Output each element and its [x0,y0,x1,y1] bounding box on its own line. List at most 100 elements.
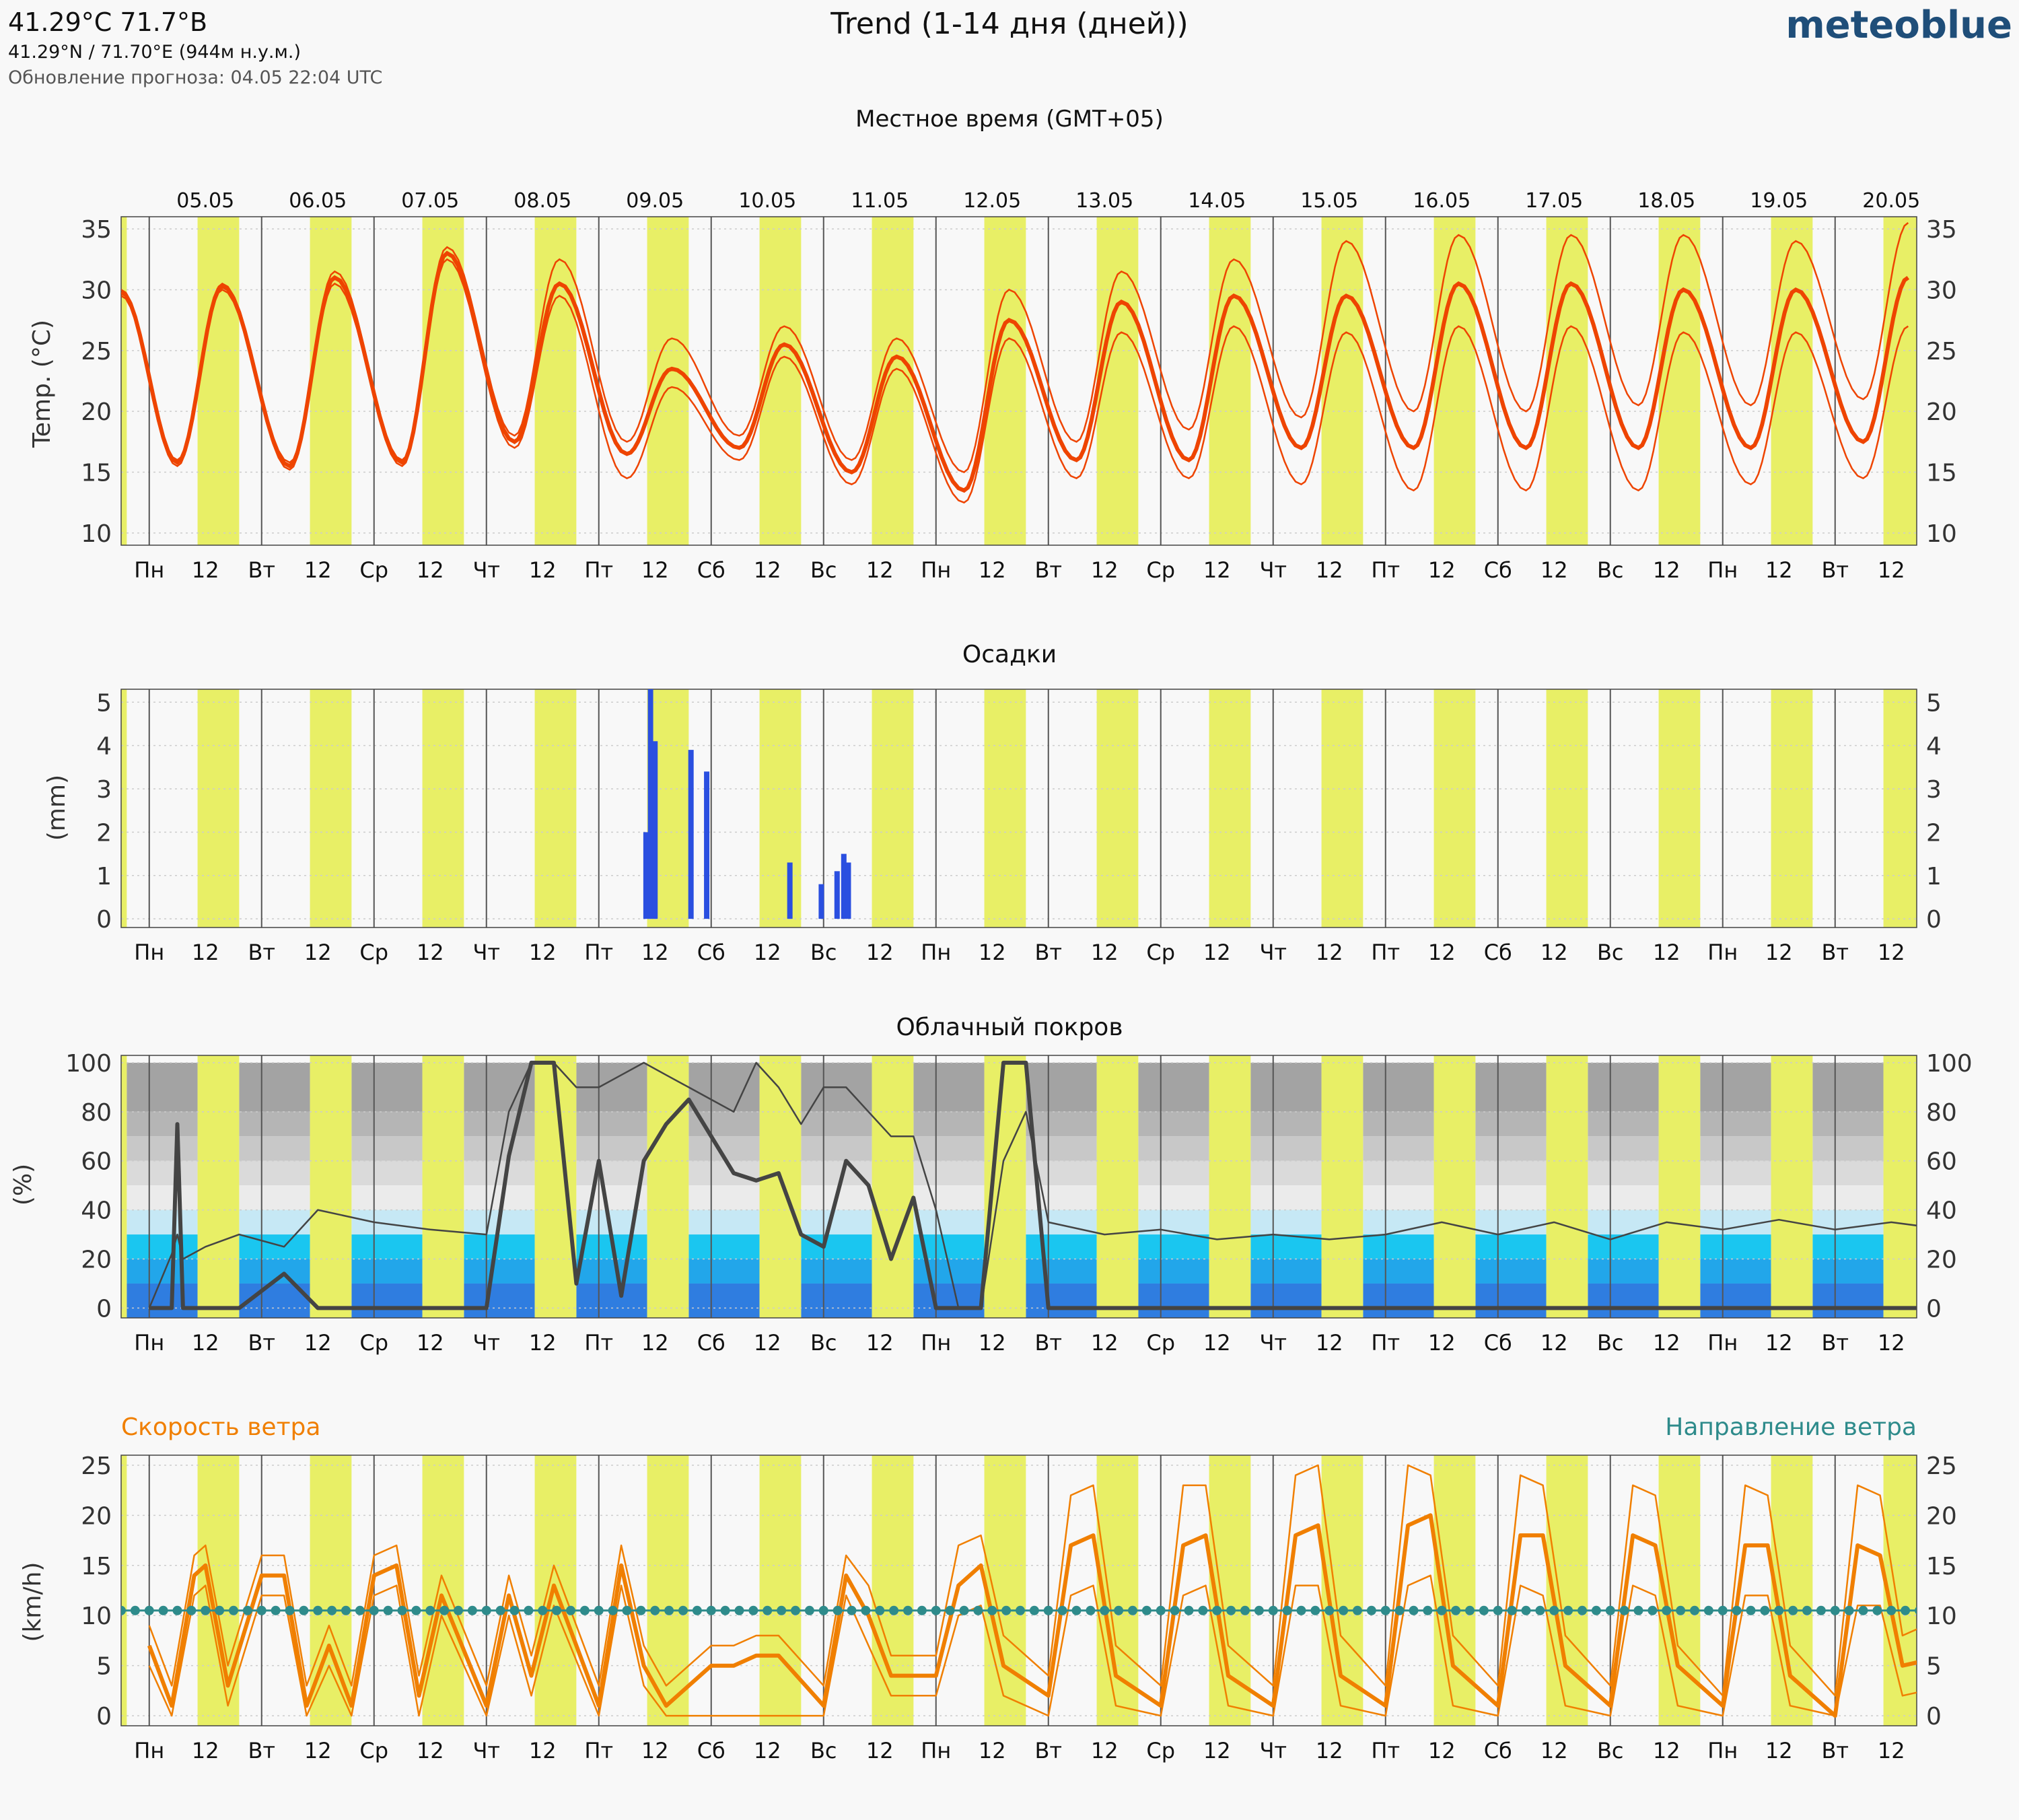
weekday-tick-label: Вс [1597,557,1624,583]
prec-series [643,689,851,919]
cloud-band-blue [1812,1259,1884,1284]
cloud-band-blue [1588,1283,1659,1318]
wind-direction-marker [1591,1605,1601,1615]
precip-bar [841,853,847,919]
noon-tick-label: 12 [417,940,444,965]
cloud-band-gray [688,1062,760,1112]
wind-direction-marker [763,1605,773,1615]
daylight-band [1883,217,1917,545]
wind-direction-marker [467,1605,477,1615]
noon-tick-label: 12 [1765,940,1793,965]
wind-direction-marker [1788,1605,1798,1615]
cloud-band-blue [1475,1259,1547,1284]
cloud-title: Облачный покров [896,1014,1123,1041]
wind-direction-marker [720,1605,730,1615]
cloud-band-blue [1026,1283,1097,1318]
wind-direction-marker [636,1605,646,1615]
cloud-band-gray [351,1136,423,1161]
wind-direction-marker [1676,1605,1686,1615]
weekday-tick-label: Вт [248,940,275,965]
cloud-band-blue [688,1210,760,1235]
weekday-tick-label: Пт [1371,557,1400,583]
cloud-band-blue [1812,1234,1884,1259]
wind-direction-marker [791,1605,800,1615]
weekday-tick-label: Вт [1034,557,1062,583]
wind-direction-marker [1901,1605,1911,1615]
y-tick-label-right: 2 [1926,819,1942,847]
wind-direction-marker [1114,1605,1124,1615]
cloud-band-blue [1363,1210,1434,1235]
noon-tick-label: 12 [529,940,557,965]
wind-direction-marker [875,1605,885,1615]
cloud-band-gray [1700,1111,1771,1137]
cloud-band-gray [127,1111,198,1137]
cloud-band-blue [801,1283,872,1318]
noon-tick-label: 12 [417,1738,444,1763]
date-label: 18.05 [1637,189,1695,213]
cloud-band-gray [1812,1136,1884,1161]
daylight-band [1883,689,1917,928]
cloud-band-gray [127,1062,198,1112]
cloud-band-gray [913,1185,985,1210]
cloud-band-gray [127,1160,198,1186]
wind-direction-marker [1760,1605,1770,1615]
noon-tick-label: 12 [1653,557,1680,583]
y-tick-label-right: 10 [1926,520,1957,548]
daylight-band [1209,689,1251,928]
cloud-band-gray [576,1160,647,1186]
wind-direction-marker [1732,1605,1742,1615]
cloud-frame [120,1055,1917,1319]
meteoblue-logo: meteoblue [1785,3,2012,47]
wind-direction-marker [748,1605,758,1615]
daylight-band [1546,689,1588,928]
noon-tick-label: 12 [1765,557,1793,583]
y-tick-label-right: 15 [1926,460,1957,487]
wind-direction-marker [1128,1605,1137,1615]
date-label: 16.05 [1413,189,1471,213]
cloud-band-blue [1700,1283,1771,1318]
noon-tick-label: 12 [1091,1330,1119,1356]
wind-direction-marker [579,1605,590,1615]
y-tick-label-left: 5 [96,1653,112,1681]
daylight-band [1096,689,1139,928]
noon-tick-label: 12 [1203,1330,1231,1356]
weekday-tick-label: Сб [1484,557,1512,583]
wind-direction-marker [1029,1605,1039,1615]
wind-direction-marker [1521,1605,1531,1615]
wind-direction-marker [1633,1605,1643,1615]
wind-direction-marker [1662,1605,1672,1615]
cloud-band-gray [1250,1185,1322,1210]
daylight-band [197,1055,240,1318]
y-tick-label-right: 10 [1926,1603,1957,1630]
cloud-band-blue [913,1210,985,1235]
weekday-tick-label: Вт [1034,940,1062,965]
wind-direction-marker [397,1605,407,1615]
cloud-band-gray [1588,1111,1659,1137]
wind-direction-legend: Направление ветра [1665,1413,1917,1441]
cloud-band-gray [239,1185,310,1210]
weekday-tick-label: Пн [921,940,951,965]
noon-tick-label: 12 [192,940,219,965]
cloud-band-gray [913,1111,985,1137]
cloud-band-gray [1026,1136,1097,1161]
cloud-band-gray [239,1136,310,1161]
daylight-band [1771,1455,1813,1726]
weekday-tick-label: Чт [1259,557,1287,583]
cloud-band-gray [1250,1062,1322,1112]
cloud-band-gray [464,1185,535,1210]
weekday-tick-label: Пн [134,1738,164,1763]
wind-direction-marker [1071,1605,1082,1615]
weekday-tick-label: Пт [1371,940,1400,965]
wind-direction-marker [1717,1605,1728,1615]
cloud-band-gray [1138,1185,1209,1210]
y-tick-label-left: 35 [81,216,112,244]
cloud-band-gray [1588,1136,1659,1161]
y-tick-label-right: 30 [1926,277,1957,304]
daylight-band [984,689,1026,928]
location-title: 41.29°C 71.7°B [8,7,207,37]
noon-tick-label: 12 [1765,1738,1793,1763]
wind-direction-marker [299,1605,309,1615]
wind-direction-marker [1648,1605,1658,1615]
wind-direction-marker [158,1605,168,1615]
noon-tick-label: 12 [641,1738,669,1763]
